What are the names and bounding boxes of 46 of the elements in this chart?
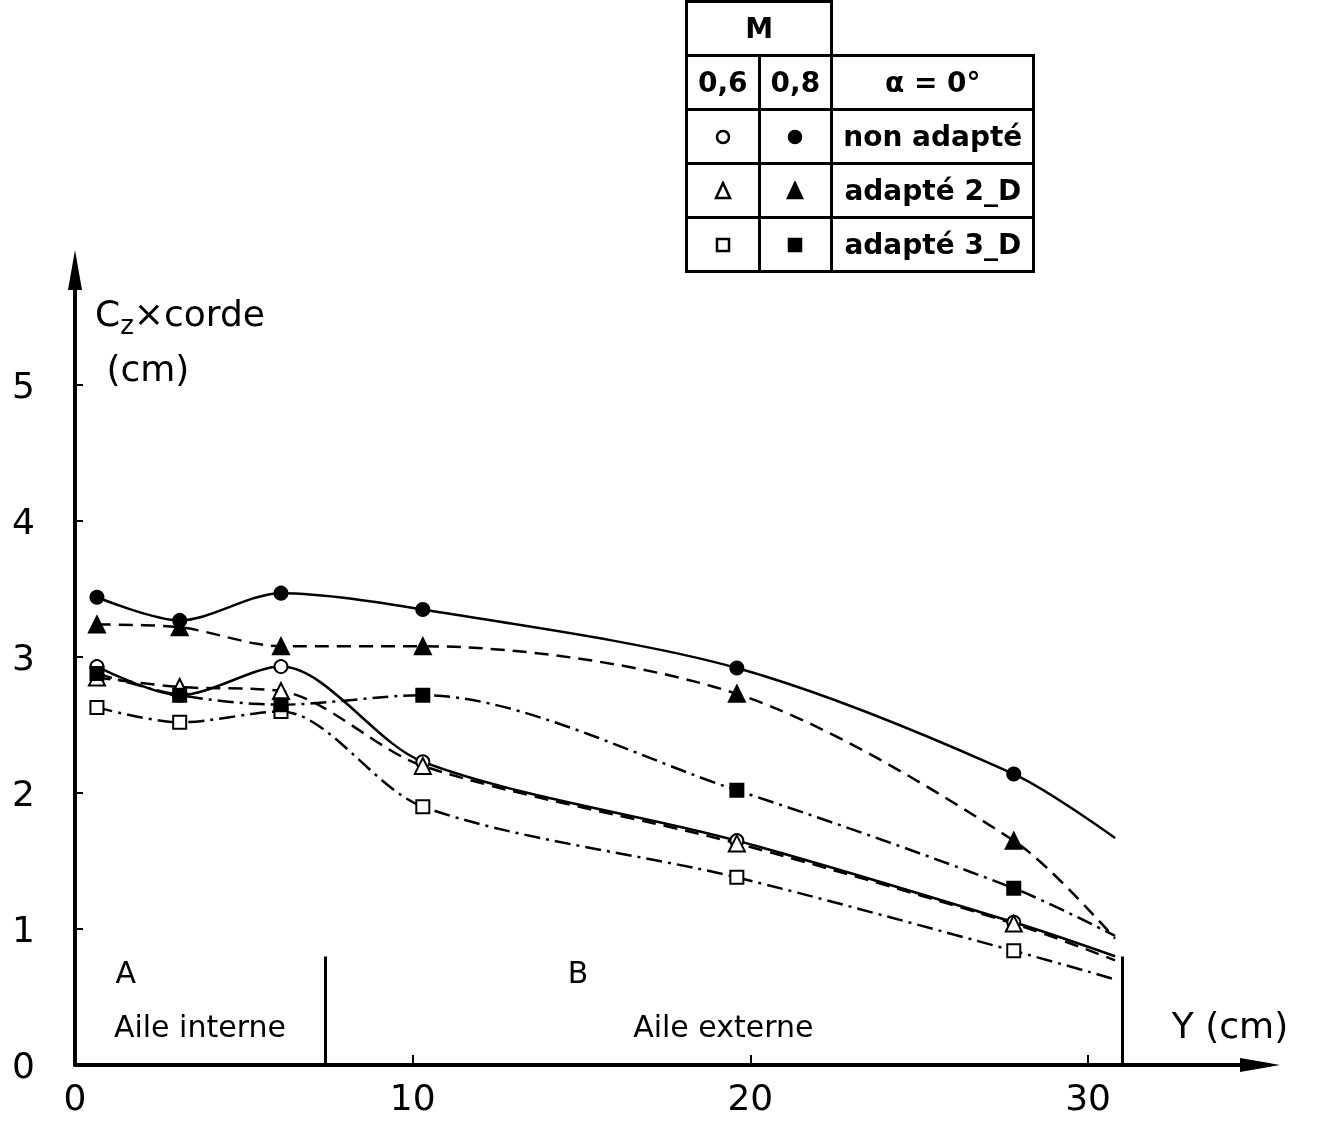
text: 0,8 (759, 55, 832, 110)
point (89, 665, 105, 681)
x-axis-title: Y (cm) (1171, 1005, 1289, 1046)
y-tick-label: 3 (12, 636, 35, 678)
point (415, 687, 431, 703)
point (89, 589, 105, 605)
point (1006, 943, 1022, 959)
y-tick-label: 0 (12, 1044, 35, 1086)
point (727, 684, 746, 703)
point (172, 714, 188, 730)
annotation: Aile externe (633, 1008, 814, 1044)
point (1004, 831, 1023, 850)
annotation: B (567, 954, 589, 990)
point (415, 799, 431, 815)
y-axis-title: C$_{z}$×corde (cm) (95, 292, 265, 392)
y-tick-label: 1 (12, 908, 35, 950)
point (729, 782, 745, 798)
text: α = 0° (831, 55, 1034, 110)
point (89, 699, 105, 715)
point (273, 697, 289, 713)
point (1006, 766, 1022, 782)
y-tick-label: 2 (12, 772, 35, 814)
point (729, 869, 745, 885)
y-tick-label: 4 (12, 500, 35, 542)
point (273, 659, 289, 675)
point (271, 637, 290, 656)
text: M (686, 1, 832, 56)
annotation: A (115, 954, 136, 990)
text: non adapté (831, 109, 1034, 164)
x-tick-label: 0 (63, 1076, 87, 1118)
point (1006, 880, 1022, 896)
x-tick-label: 10 (389, 1076, 436, 1118)
point (87, 615, 106, 634)
x-tick-label: 30 (1065, 1076, 1111, 1118)
point (413, 756, 432, 775)
point (415, 602, 431, 618)
point (729, 660, 745, 676)
point (273, 585, 289, 601)
text: adapté 2_D (831, 163, 1034, 218)
text: 0,6 (686, 55, 760, 110)
point (727, 834, 746, 853)
x-tick-label: 20 (727, 1076, 774, 1118)
y-tick-label: 5 (12, 364, 35, 406)
point (413, 637, 432, 656)
text: adapté 3_D (831, 217, 1034, 272)
annotation: Aile interne (113, 1008, 286, 1044)
